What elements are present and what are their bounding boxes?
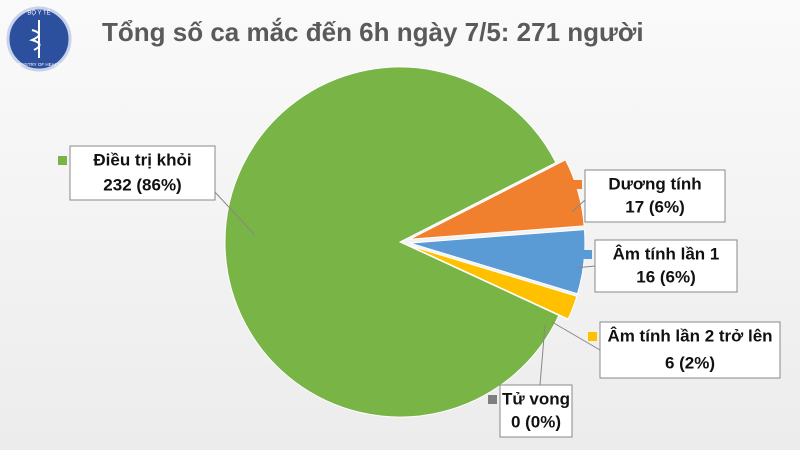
slice-value-label: 0 (0%) (511, 412, 561, 431)
slice-name: Dương tính (608, 174, 701, 193)
logo-bottom: MINISTRY OF HEALTH (15, 62, 63, 67)
legend-swatch (58, 156, 67, 165)
leader-line (539, 324, 546, 386)
legend-swatch (488, 395, 497, 404)
chart-title: Tổng số ca mắc đến 6h ngày 7/5: 271 ngườ… (102, 17, 644, 47)
logo-emblem (29, 20, 41, 58)
slice-name: Điều trị khỏi (93, 150, 191, 169)
slice-value-label: 17 (6%) (625, 197, 685, 216)
pie-slice (409, 159, 585, 240)
label-box (69, 145, 216, 201)
slice-value-label: 6 (2%) (665, 353, 715, 372)
pie-slice (409, 245, 578, 320)
label-box (499, 384, 573, 438)
slice-value-label: 232 (86%) (103, 175, 181, 194)
leader-line (212, 189, 256, 236)
slice-value-label: 16 (6%) (636, 267, 696, 286)
slice-name: Tử vong (502, 389, 570, 408)
logo-top: BỘ Y TẾ (27, 10, 50, 17)
leader-line (571, 199, 586, 213)
leader-line (551, 321, 601, 351)
logo: BỘ Y TẾ MINISTRY OF HEALTH (6, 6, 72, 72)
legend-swatch (588, 332, 597, 341)
slice-name: Âm tính lần 1 (613, 244, 720, 263)
slice-name: Âm tính lần 2 trở lên (607, 326, 772, 345)
pie-slice (224, 66, 560, 418)
pie-slice (409, 229, 586, 295)
label-box (599, 321, 781, 379)
legend-swatch (583, 250, 592, 259)
leader-line (574, 265, 596, 269)
label-box (594, 239, 738, 293)
label-box (584, 169, 726, 223)
legend-swatch (573, 180, 582, 189)
